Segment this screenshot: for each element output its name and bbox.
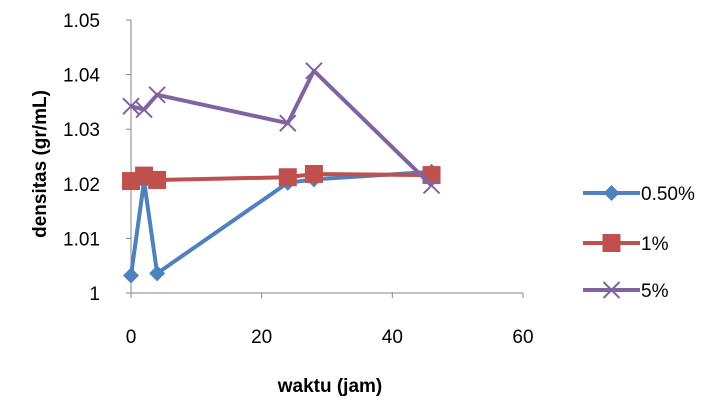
legend-marker: [602, 234, 621, 252]
legend-label: 1%: [641, 234, 669, 255]
y-tick-label: 1.05: [63, 11, 100, 32]
data-point: [122, 97, 140, 115]
data-point: [305, 62, 323, 80]
x-tick-label: 60: [512, 327, 533, 348]
x-tick-label: 20: [251, 327, 272, 348]
series-line: [130, 68, 433, 187]
legend-item: 1%: [583, 234, 669, 255]
data-point: [149, 265, 166, 282]
x-tick-label: 40: [382, 327, 403, 348]
legend-item: 0.50%: [583, 184, 695, 205]
legend-item: 5%: [583, 281, 669, 302]
y-tick-label: 1.02: [63, 175, 100, 196]
y-tick-label: 1.01: [63, 229, 100, 250]
legend: 0.50% 1% 5%: [583, 184, 695, 302]
y-tick-label: 1.04: [63, 66, 100, 87]
series-3: [122, 62, 441, 195]
legend-marker: [603, 185, 620, 201]
data-point: [304, 164, 323, 183]
data-point: [278, 168, 297, 187]
x-axis-title: waktu (jam): [277, 376, 383, 397]
data-point: [148, 86, 166, 104]
y-tick-label: 1: [89, 284, 100, 305]
data-point: [279, 114, 297, 132]
series-2: [122, 164, 441, 191]
x-tick-label: 0: [126, 327, 137, 348]
data-point: [422, 176, 441, 195]
series-layer: [122, 62, 441, 284]
y-tick-label: 1.03: [63, 120, 100, 141]
series-line: [129, 169, 432, 276]
legend-label: 0.50%: [641, 184, 695, 205]
data-point: [135, 100, 153, 119]
data-point: [148, 170, 167, 189]
legend-label: 5%: [641, 281, 669, 302]
y-axis-title: densitas (gr/mL): [30, 90, 51, 238]
legend-marker: [602, 281, 621, 299]
data-point: [123, 267, 139, 284]
axes: 1 1.01 1.02 1.03 1.04 1.05 0 20 40 60: [63, 11, 534, 348]
